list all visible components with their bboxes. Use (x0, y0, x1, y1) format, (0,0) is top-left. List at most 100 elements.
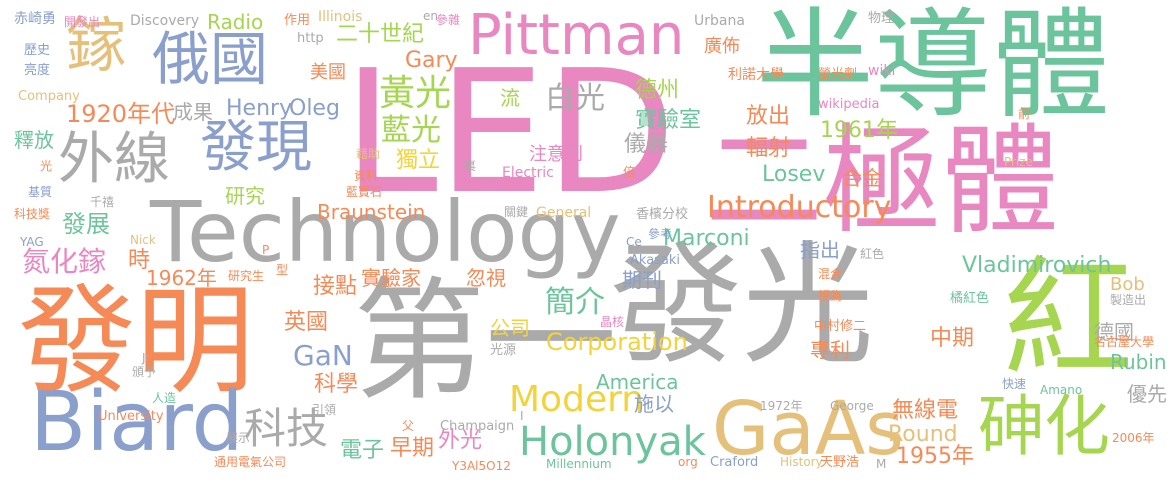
word-vladimirovich: Vladimirovich (962, 253, 1112, 278)
word-henry: Henry (226, 96, 293, 121)
word-doping: 參雜 (436, 13, 461, 27)
word-champaign-branch: 香檳分校 (636, 207, 689, 222)
word-h: H (44, 383, 54, 397)
word-grad-student: 研究生 (228, 269, 265, 283)
word-mid-period: 中期 (930, 326, 975, 351)
word-blue-light: 藍光 (381, 113, 441, 148)
word-ignored: 忽視 (466, 266, 506, 290)
word-1961: 1961年 (820, 118, 898, 143)
word-noticed: 注意到 (529, 144, 583, 165)
word-nagoya-univ: 名古屋大學 (1094, 335, 1155, 349)
word-manufactured: 製造出 (1110, 293, 1147, 307)
word-inside: 裏 (464, 159, 477, 173)
word-texas: 德州 (635, 78, 680, 103)
word-history-en: History (780, 455, 823, 469)
word-http: http (297, 31, 324, 46)
word-gallium: 鎵 (66, 11, 126, 81)
word-jr: Jr (142, 351, 151, 365)
word-red-color: 紅色 (860, 247, 885, 261)
word-millennium-zh: 千禧 (90, 195, 115, 209)
word-holonyak: Holonyak (519, 419, 706, 465)
word-pointed-out: 指出 (800, 238, 840, 262)
word-p: P (262, 243, 270, 257)
word-orange-red: 橘紅色 (950, 291, 990, 306)
word-org: org (678, 455, 698, 469)
word-george: George (830, 399, 874, 413)
word-history: 歷史 (24, 43, 51, 58)
word-2006: 2006年 (1112, 431, 1155, 445)
word-semiconductor: 半導體 (756, 0, 1111, 134)
word-material: 資料 (354, 169, 379, 183)
word-research: 研究 (225, 184, 265, 208)
word-release: 放出 (746, 104, 791, 129)
word-round: Round (888, 422, 958, 447)
word-type: 型 (276, 263, 289, 277)
word-key: 關鍵 (504, 205, 529, 219)
word-introductory: Introductory (707, 190, 892, 225)
word-oleg: Oleg (289, 96, 340, 121)
word-led: LED (343, 34, 677, 232)
word-yellow-light: 黃光 (379, 73, 452, 114)
word-contact: 接點 (313, 274, 358, 299)
word-electron: 電子 (340, 438, 385, 463)
word-times: 倍 (623, 165, 636, 179)
word-tech-award: 科技獎 (14, 207, 51, 221)
word-braunstein: Braunstein (317, 200, 426, 224)
word-laboratory: 實驗室 (635, 108, 702, 133)
word-ce: Ce (626, 235, 642, 249)
word-lead: 引領 (312, 403, 337, 417)
word-first: 第一 (353, 265, 617, 419)
word-mixed: 混合 (818, 267, 843, 281)
word-emit: 釋放 (14, 128, 54, 152)
word-regarded-as: 視為 (818, 289, 843, 303)
word-radiation: 輻射 (746, 136, 791, 161)
word-artificial: 人造 (152, 391, 177, 405)
word-urbana: Urbana (694, 13, 745, 29)
word-wiki: wiki (868, 63, 896, 79)
word-ge-company: 通用電氣公司 (214, 455, 287, 469)
word-outer-light: 外光 (438, 428, 483, 453)
word-modern: Modern (509, 379, 645, 420)
word-wikipedia: wikipedia (818, 97, 880, 112)
word-intro: 簡介 (545, 285, 605, 320)
word-brightness: 亮度 (24, 63, 51, 78)
word-millennium: Millennium (546, 457, 612, 471)
word-infrared: 外線 (58, 127, 170, 192)
word-university: University (98, 409, 164, 424)
word-amano-hiroshi: 天野浩 (820, 455, 860, 470)
word-priority: 優先 (1127, 382, 1167, 406)
word-i: I (520, 409, 524, 423)
word-assisted: 藉助 (356, 147, 381, 161)
word-light: 光 (40, 159, 53, 173)
word-general: General (536, 205, 592, 221)
word-results: 成果 (173, 100, 213, 124)
word-white-light: 白光 (545, 81, 605, 116)
word-rubin: Rubin (1110, 350, 1167, 374)
word-instrument: 儀器 (624, 132, 669, 157)
word-corporation: Corporation (546, 328, 688, 356)
word-pittman: Pittman (468, 3, 685, 68)
word-developed: 開發出 (64, 15, 101, 29)
word-nakamura: 中村修二 (814, 319, 867, 334)
word-development: 發展 (62, 210, 110, 238)
word-journal: 期刊 (622, 268, 662, 292)
word-en: en (423, 9, 438, 23)
word-losev: Losev (762, 162, 826, 187)
word-diode: 二極體 (705, 112, 1060, 250)
word-m: M (876, 457, 887, 471)
word-fast: 快速 (1002, 377, 1027, 391)
word-1972: 1972年 (760, 399, 803, 413)
word-father: 父 (402, 419, 415, 433)
word-electric: Electric (502, 165, 554, 181)
word-champaign: Champaign (440, 419, 515, 434)
word-time: 時 (128, 248, 151, 273)
word-experimenter: 實驗家 (361, 266, 421, 290)
word-apply: 施以 (634, 392, 674, 416)
word-current: 流 (500, 86, 520, 110)
word-emit-light: 發光 (610, 229, 874, 383)
word-company-en: Company (18, 89, 80, 104)
word-red: 紅 (1003, 243, 1134, 395)
word-display: 展示 (226, 431, 251, 445)
word-physics: 物理 (868, 11, 895, 26)
